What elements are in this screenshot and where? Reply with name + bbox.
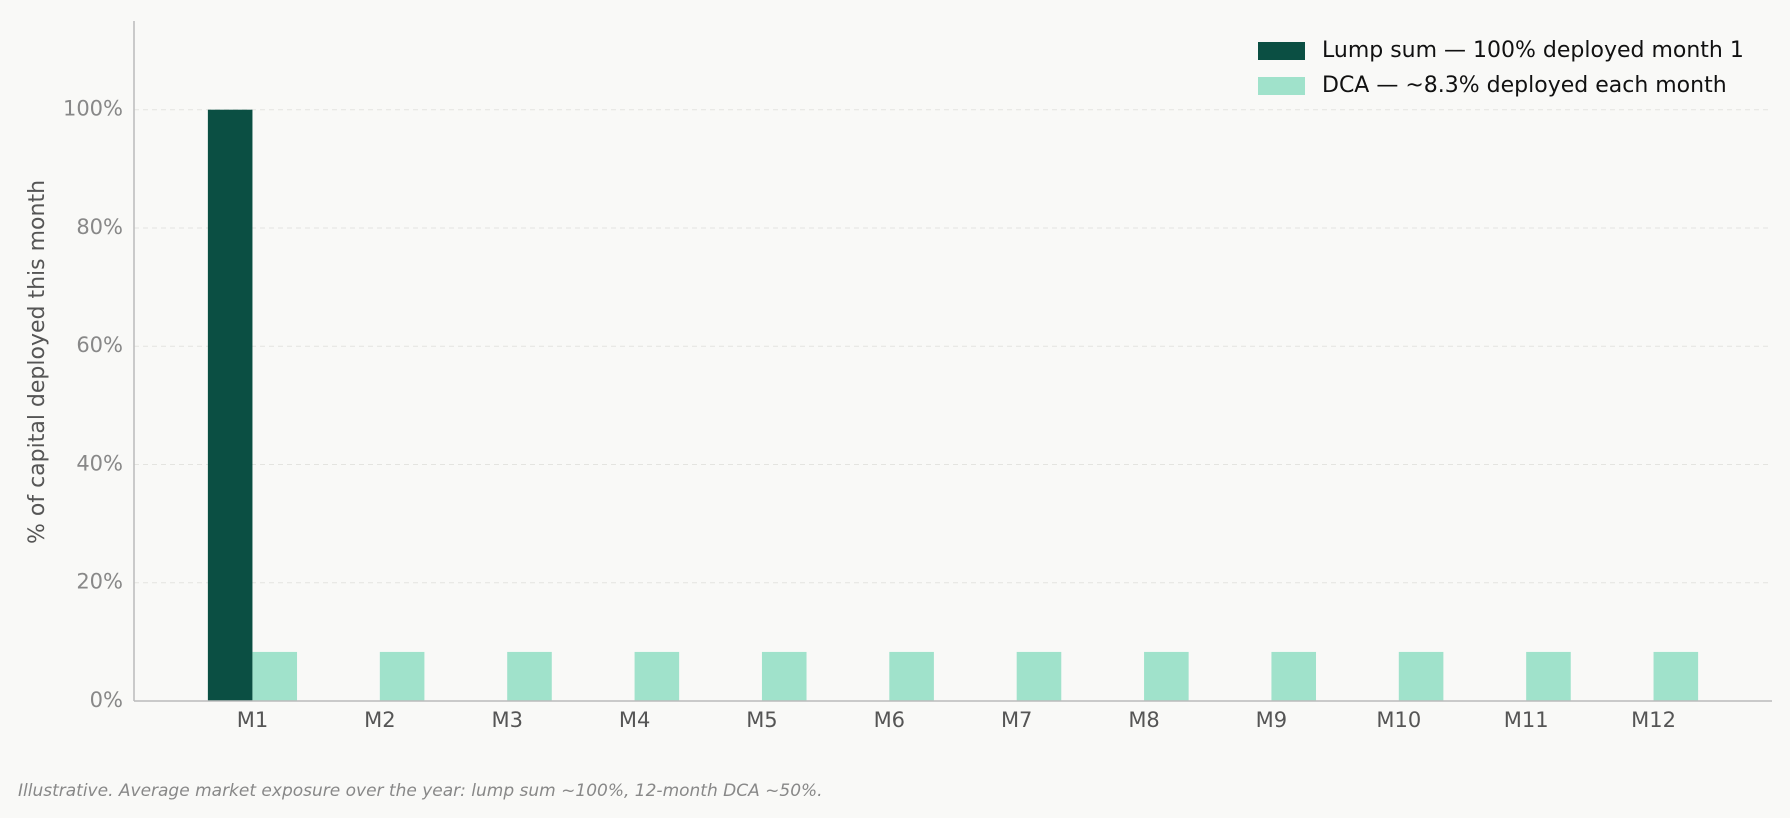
bar bbox=[889, 651, 934, 701]
legend-label: Lump sum — 100% deployed month 1 bbox=[1322, 38, 1744, 63]
y-tick-label: 20% bbox=[76, 570, 123, 594]
bar bbox=[1653, 651, 1699, 701]
bar bbox=[761, 651, 807, 701]
x-tick-label: M12 bbox=[1631, 708, 1676, 732]
y-tick-label: 0% bbox=[90, 688, 123, 712]
x-tick-label: M8 bbox=[1128, 708, 1159, 732]
x-tick-label: M10 bbox=[1376, 708, 1421, 732]
x-tick-label: M7 bbox=[1001, 708, 1032, 732]
bar bbox=[1016, 651, 1062, 701]
x-tick-label: M6 bbox=[874, 708, 905, 732]
x-tick-label: M5 bbox=[746, 708, 777, 732]
y-tick-label: 80% bbox=[76, 215, 123, 239]
bar bbox=[634, 651, 680, 701]
bar bbox=[207, 109, 253, 701]
y-tick-label: 60% bbox=[76, 333, 123, 357]
legend-label: DCA — ~8.3% deployed each month bbox=[1322, 73, 1727, 98]
footnote: Illustrative. Average market exposure ov… bbox=[18, 781, 823, 801]
y-axis-label: % of capital deployed this month bbox=[25, 180, 50, 544]
bar bbox=[507, 651, 552, 701]
bar bbox=[1398, 651, 1444, 701]
y-tick-label: 100% bbox=[63, 97, 123, 121]
legend-swatch bbox=[1258, 42, 1305, 60]
bar bbox=[379, 651, 425, 701]
bar bbox=[1526, 651, 1571, 701]
x-tick-label: M3 bbox=[491, 708, 522, 732]
x-tick-label: M4 bbox=[619, 708, 650, 732]
x-tick-label: M1 bbox=[237, 708, 268, 732]
bar bbox=[252, 651, 298, 701]
x-tick-label: M2 bbox=[364, 708, 395, 732]
x-tick-label: M11 bbox=[1504, 708, 1549, 732]
bar bbox=[1271, 651, 1317, 701]
x-tick-label: M9 bbox=[1256, 708, 1287, 732]
y-tick-label: 40% bbox=[76, 451, 123, 475]
legend-swatch bbox=[1258, 77, 1305, 95]
bar bbox=[1144, 651, 1189, 701]
